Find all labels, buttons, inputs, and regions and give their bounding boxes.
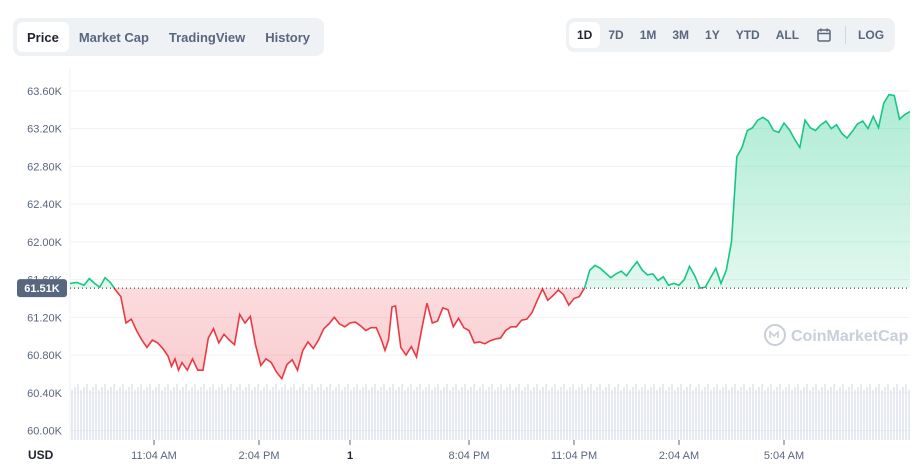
price-area-up: [70, 94, 910, 289]
x-axis: USD 11:04 AM 2:04 PM 1 8:04 PM 11:04 PM 2:04 A…: [28, 440, 804, 462]
tab-tradingview[interactable]: TradingView: [168, 29, 246, 45]
tab-price[interactable]: Price: [17, 22, 69, 52]
calendar-icon-svg: [817, 28, 831, 42]
x-tick-label: 8:04 PM: [449, 450, 490, 462]
coinmarketcap-logo-icon: [764, 324, 786, 346]
y-tick-label: 63.20K: [27, 124, 63, 136]
x-tick-label: 2:04 PM: [239, 450, 280, 462]
chart-tab-group: Price Market Cap TradingView History: [13, 18, 325, 56]
volume-bars: [71, 384, 910, 440]
watermark: CoinMarketCap: [764, 324, 909, 346]
x-tick-label: 1: [347, 450, 353, 462]
y-tick-label: 61.60K: [27, 275, 63, 287]
range-ytd[interactable]: YTD: [735, 28, 760, 42]
x-tick-label: 2:04 AM: [659, 450, 699, 462]
time-range-group: 1D 7D 1M 3M 1Y YTD ALL LOG: [566, 18, 896, 52]
y-tick-label: 63.60K: [27, 86, 63, 98]
price-area-down: [70, 288, 910, 379]
y-tick-label: 62.40K: [27, 199, 63, 211]
range-1y[interactable]: 1Y: [705, 28, 720, 42]
watermark-text: CoinMarketCap: [791, 328, 909, 345]
y-tick-label: 62.80K: [27, 161, 63, 173]
tab-market-cap[interactable]: Market Cap: [78, 29, 149, 45]
price-areas: [70, 94, 910, 379]
range-7d[interactable]: 7D: [608, 28, 624, 42]
y-axis: 60.00K 60.40K 60.80K 61.20K 61.60K 62.00K 62.4…: [27, 86, 63, 438]
y-tick-label: 60.00K: [27, 426, 63, 438]
y-tick-label: 61.20K: [27, 312, 63, 324]
range-3m[interactable]: 3M: [672, 28, 690, 42]
x-tick-label: 11:04 AM: [131, 450, 177, 462]
baseline-label-box: [17, 279, 67, 298]
range-1m[interactable]: 1M: [639, 28, 657, 42]
calendar-icon[interactable]: [807, 22, 841, 48]
x-tick-label: 5:04 AM: [764, 450, 804, 462]
range-1d[interactable]: 1D: [569, 22, 601, 48]
price-line-up: [70, 93, 911, 289]
y-tick-label: 60.40K: [27, 388, 63, 400]
baseline-label: 61.51K: [24, 283, 60, 295]
currency-label: USD: [28, 448, 54, 462]
coinmarketcap-logo-mark: [769, 330, 779, 338]
tab-history[interactable]: History: [265, 29, 311, 45]
price-lines: [70, 93, 911, 381]
y-tick-label: 62.00K: [27, 237, 63, 249]
y-tick-label: 60.80K: [27, 350, 63, 362]
range-all[interactable]: ALL: [775, 28, 800, 42]
x-tick-label: 11:04 PM: [551, 450, 597, 462]
log-scale-toggle[interactable]: LOG: [858, 28, 885, 42]
price-line-down: [99, 288, 705, 381]
range-divider: [845, 26, 847, 44]
baseline: 61.51K: [17, 279, 910, 298]
